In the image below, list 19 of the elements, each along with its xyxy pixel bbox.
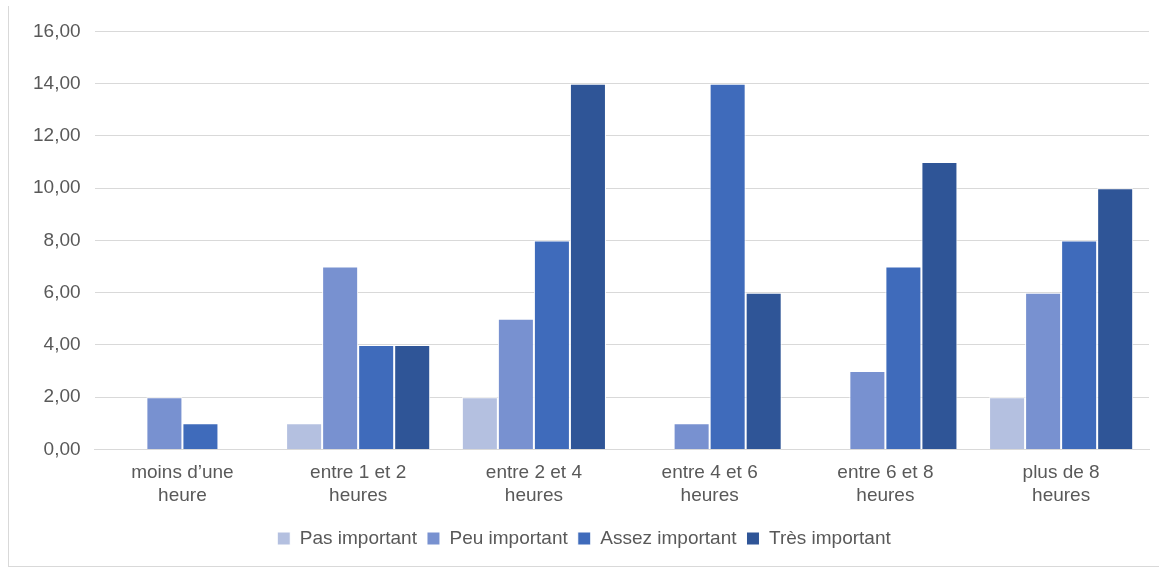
legend-label: Pas important	[299, 526, 418, 548]
y-tick-label: 4,00	[43, 333, 81, 355]
y-tick-label: 10,00	[33, 176, 81, 198]
y-tick-label: 12,00	[33, 124, 81, 146]
legend-label: Très important	[768, 526, 892, 548]
y-tick-label: 8,00	[43, 228, 81, 250]
x-tick-label: moins d’une heure	[131, 461, 234, 505]
x-tick-label: entre 6 et 8 heures	[837, 461, 934, 505]
y-tick-label: 0,00	[43, 437, 81, 459]
legend-label: Assez important	[600, 526, 738, 548]
x-tick-label: entre 4 et 6 heures	[661, 461, 758, 505]
legend-label: Peu important	[449, 526, 569, 548]
x-tick-label: entre 2 et 4 heures	[485, 461, 583, 505]
y-tick-label: 2,00	[43, 385, 81, 407]
x-tick-label: plus de 8 heures	[1022, 461, 1100, 505]
x-tick-label: entre 1 et 2 heures	[310, 461, 407, 505]
y-tick-label: 14,00	[33, 71, 81, 93]
y-tick-label: 16,00	[33, 19, 81, 41]
y-tick-label: 6,00	[43, 280, 81, 302]
